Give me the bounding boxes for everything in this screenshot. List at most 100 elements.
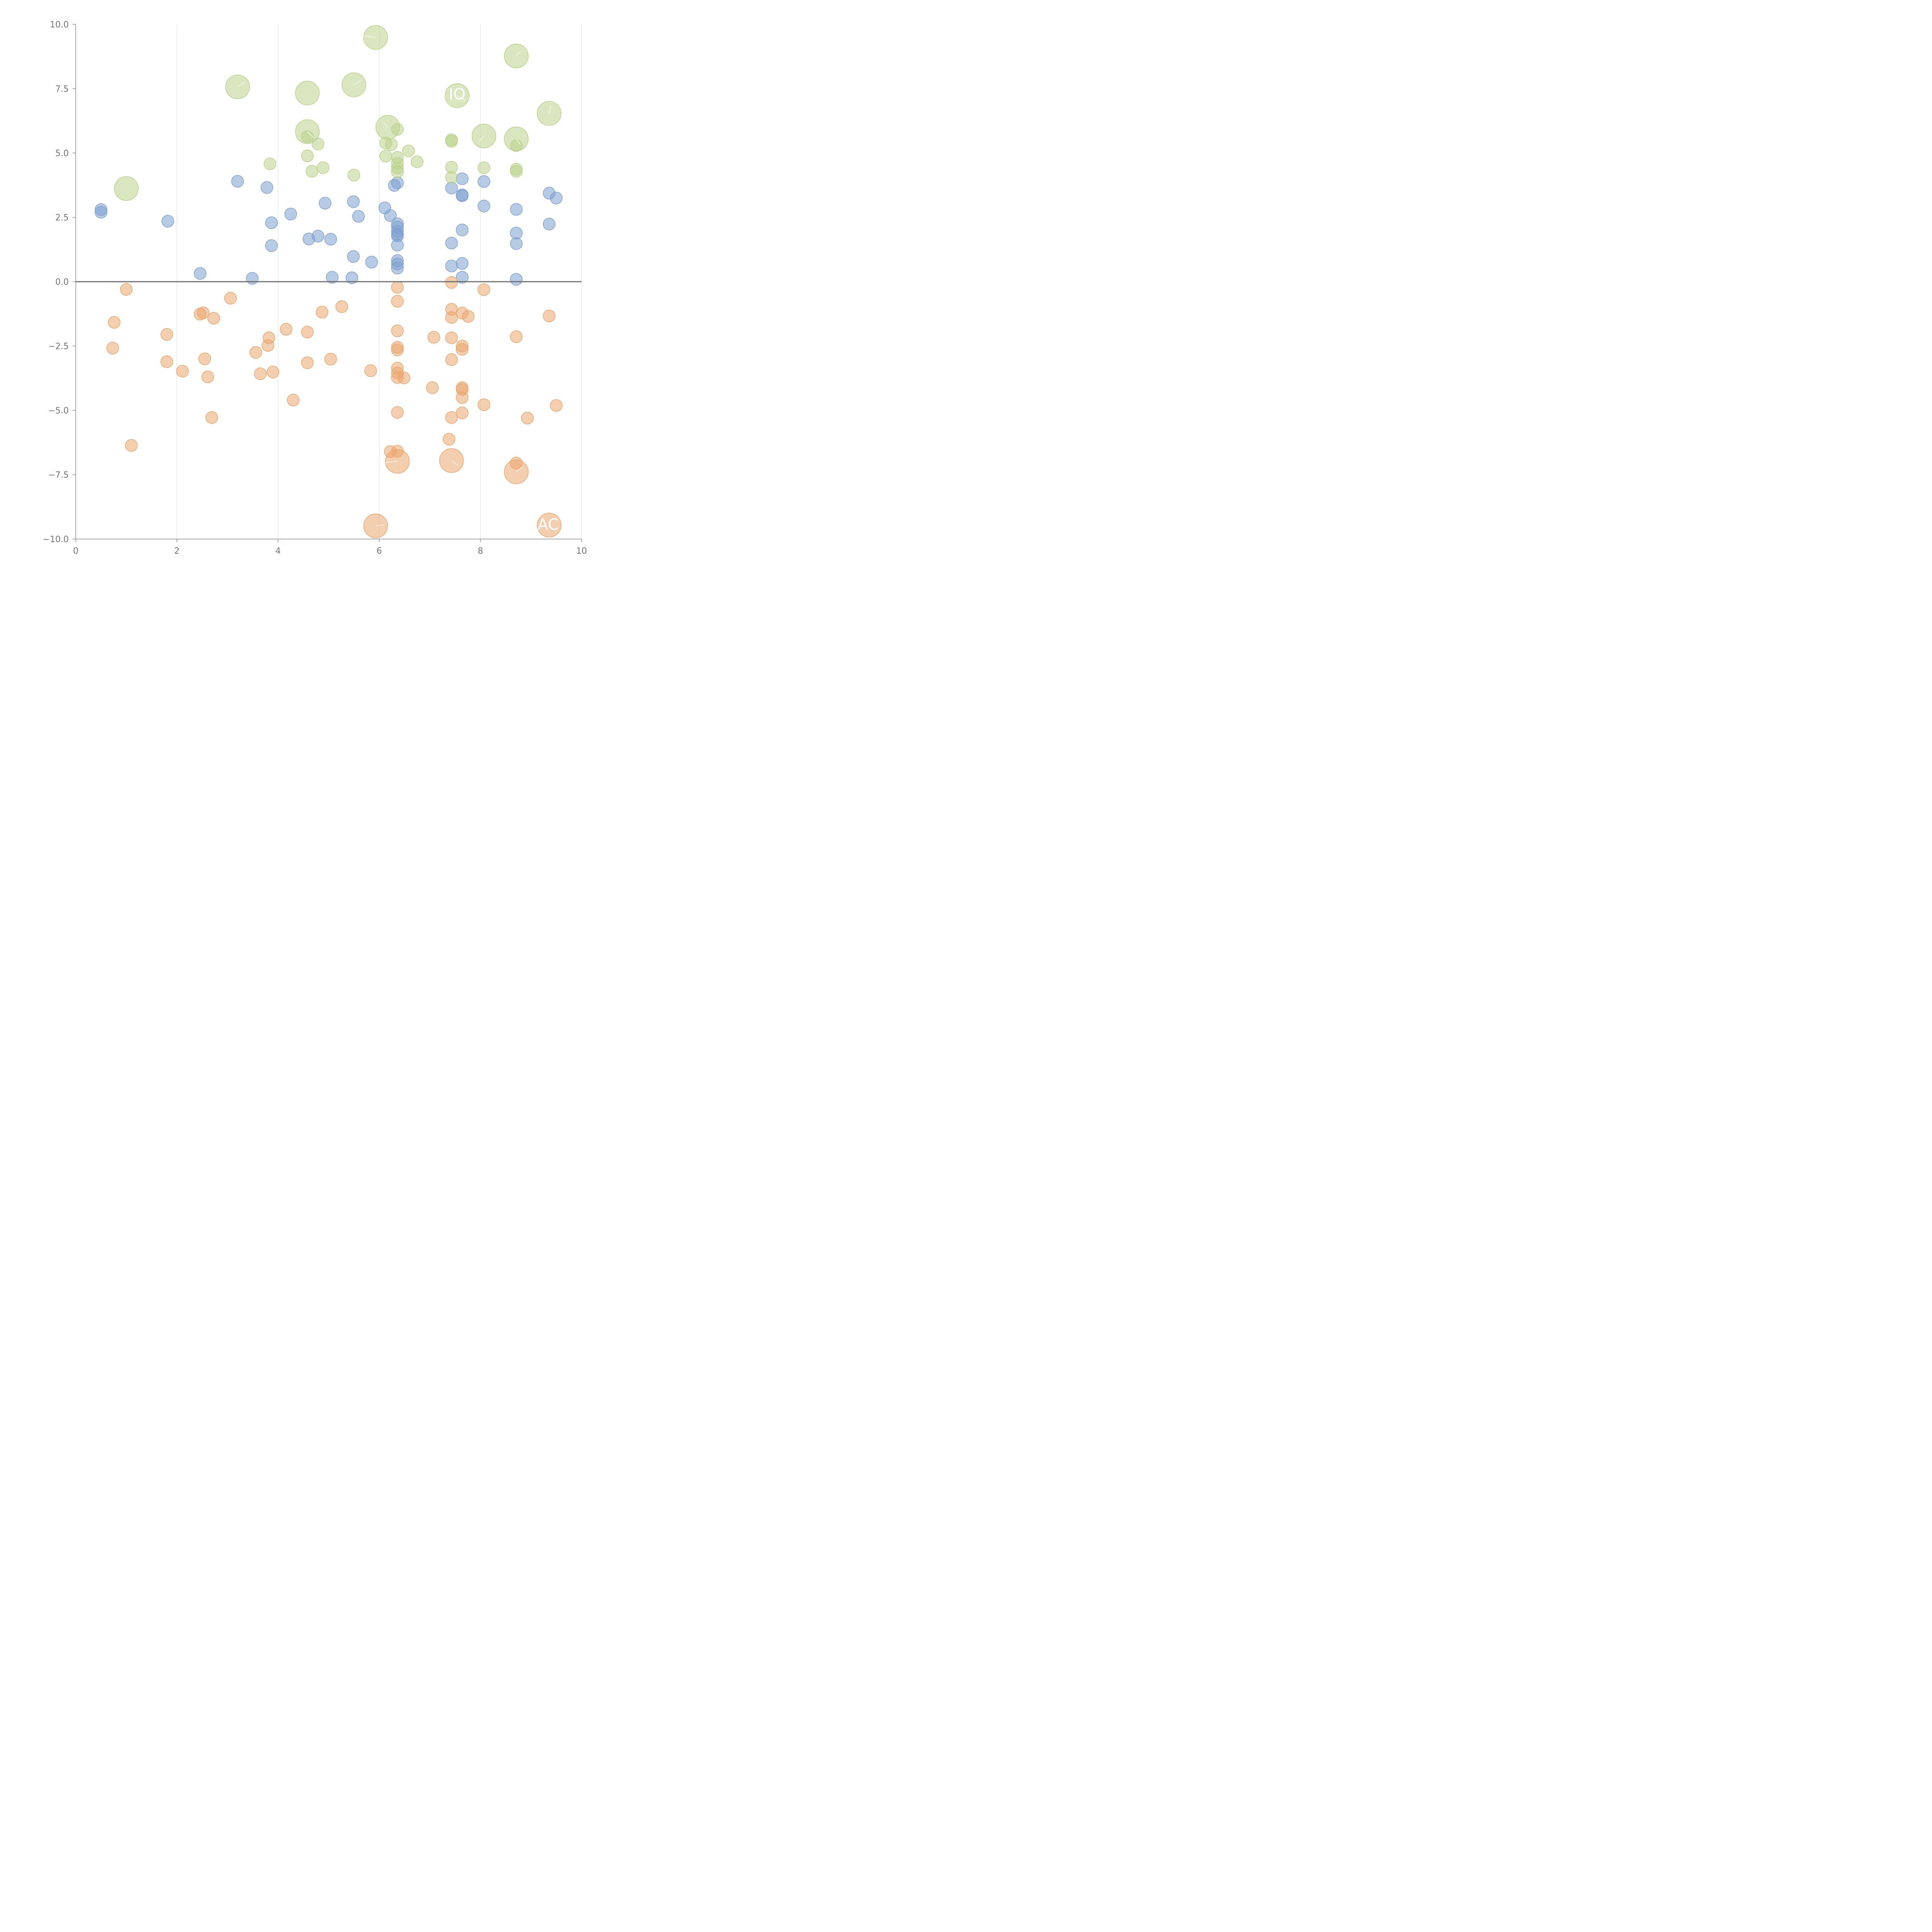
data-point-negative [176,365,189,378]
data-point-positive [445,236,458,250]
data-point-positive [161,215,174,228]
data-point-high [391,165,404,178]
x-tick-label: 2 [174,546,180,556]
data-point-positive [246,272,259,285]
data-point-negative [249,346,262,359]
data-point-positive [456,189,469,202]
data-point-negative [445,411,458,424]
data-point-positive [352,210,365,223]
data-point-negative [510,330,523,343]
data-point-high [306,165,318,178]
data-point-positive [95,206,107,219]
data-point-negative [280,323,293,336]
data-point-high [301,150,314,162]
data-point-negative [160,355,173,368]
annotation-label: AC [537,516,559,534]
data-point-positive [326,271,338,284]
data-point-negative [456,406,469,419]
data-point-positive [550,192,563,204]
data-point-high [411,155,423,168]
x-tick-label: 8 [478,546,483,556]
data-point-negative [391,295,404,308]
callout-line [451,460,459,467]
data-point-negative [426,381,439,394]
data-point-negative [391,281,404,294]
data-point-high [445,135,458,148]
data-point-negative [224,292,237,304]
data-point-negative [108,316,121,329]
data-point-positive [324,233,337,246]
data-point-positive [365,256,378,269]
data-point-positive [478,175,490,188]
data-point-high [379,150,392,163]
data-point-negative [456,343,469,356]
data-point-positive [445,260,458,272]
callout-line [237,82,245,87]
data-point-high [402,145,415,157]
data-point-negative [287,394,300,406]
data-point-positive [510,226,523,240]
data-point-high [510,165,523,178]
callout-line [354,80,362,85]
callout-lines [237,35,551,526]
data-point-positive [319,197,332,210]
callout-line [516,51,521,56]
data-point-positive [284,207,297,221]
data-point-positive [311,230,325,243]
data-point-positive [445,182,458,194]
data-point-negative [364,364,377,377]
data-point-negative [456,391,469,404]
data-point-negative [254,367,267,380]
bubble-high [375,115,400,140]
data-point-positive [456,257,469,270]
data-point-positive [456,172,469,185]
data-point-positive [347,195,360,208]
data-point-positive [265,239,278,252]
callout-line [376,524,384,526]
callout-line [457,95,466,100]
data-point-negative [478,398,490,411]
x-tick-label: 4 [276,546,281,556]
data-point-positive [510,273,523,286]
x-tick-label: 10 [576,546,587,556]
callout-line [478,136,484,142]
data-point-positive [391,262,404,274]
data-point-negative [335,300,348,313]
data-point-high [445,171,458,184]
data-point-positive [347,250,360,263]
x-tick-label: 0 [73,546,78,556]
y-tick-label: 5.0 [55,149,69,158]
data-point-negative [391,344,404,356]
y-tick-label: −5.0 [48,406,69,416]
bubble-high [114,176,139,201]
data-point-negative [197,306,210,319]
data-point-positive [265,216,278,229]
data-point-negative [316,306,328,318]
data-point-positive [543,218,556,231]
y-tick-label: −7.5 [48,471,69,480]
data-point-positive [194,267,207,280]
data-point-negative [445,311,458,324]
data-point-high [347,169,361,182]
data-point-negative [445,353,458,366]
data-point-negative [324,353,337,366]
bubble-scatter-chart: 10.0 7.5 5.0 2.5 0.0 −2.5 −5.0 −7.5 −10.0 0 2 4 6 8 10… [43,20,587,556]
callout-line [361,35,376,38]
data-point-negative [442,433,456,446]
data-point-negative [301,326,314,338]
callout-line [307,131,314,138]
data-point-high [264,157,276,170]
data-point-positive [456,223,469,236]
data-point-negative [201,371,214,383]
data-point-high [478,161,490,174]
y-tick-label: −10.0 [43,535,69,544]
data-point-positive [478,199,490,213]
data-point-positive [384,209,397,222]
data-point-negative [160,328,173,341]
data-point-negative [398,371,410,384]
data-point-negative [198,352,211,366]
data-point-positive [231,175,244,188]
data-point-negative [207,312,220,325]
data-point-negative [543,310,556,322]
data-point-negative [391,324,404,337]
